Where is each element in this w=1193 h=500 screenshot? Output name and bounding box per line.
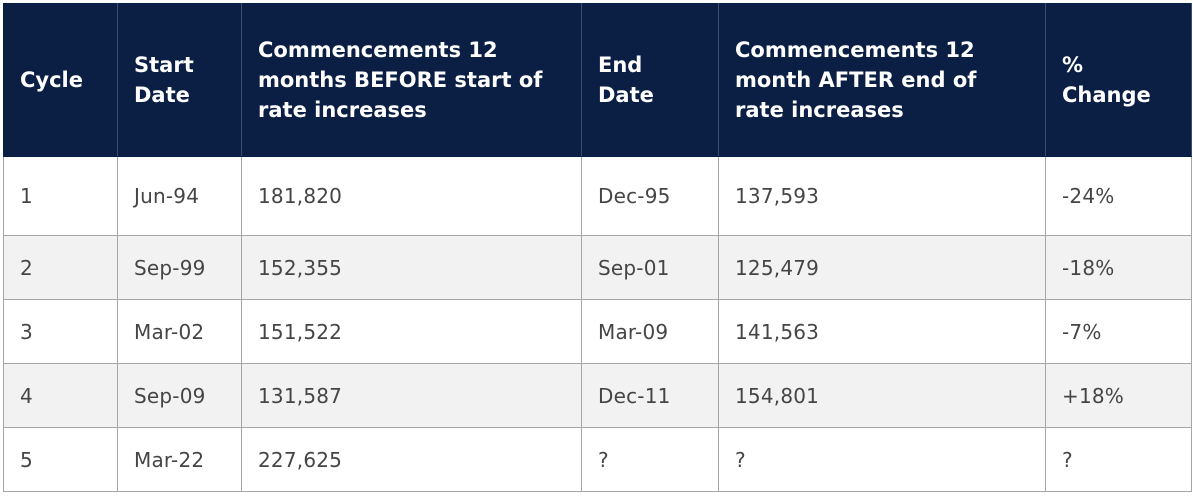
table-cell: 5 bbox=[3, 427, 118, 492]
table-cell: -18% bbox=[1045, 235, 1192, 300]
header-row: Cycle Start Date Commencements 12 months B… bbox=[3, 3, 1192, 157]
table-cell: Sep-99 bbox=[117, 235, 242, 300]
table-head: Cycle Start Date Commencements 12 months B… bbox=[3, 3, 1192, 157]
table-cell: Sep-01 bbox=[581, 235, 719, 300]
table-cell: Dec-95 bbox=[581, 156, 719, 236]
header-cell: Commencements 12 months BEFORE start of … bbox=[241, 3, 582, 157]
table-cell: +18% bbox=[1045, 363, 1192, 428]
table-cell: 154,801 bbox=[718, 363, 1046, 428]
table-row: 1 Jun-94 181,820 Dec-95 137,593 -24% bbox=[3, 156, 1192, 236]
table-cell: 125,479 bbox=[718, 235, 1046, 300]
table-cell: 227,625 bbox=[241, 427, 582, 492]
table-cell: 151,522 bbox=[241, 299, 582, 364]
header-cell: Start Date bbox=[117, 3, 242, 157]
table-cell: Mar-09 bbox=[581, 299, 719, 364]
table-row: 2 Sep-99 152,355 Sep-01 125,479 -18% bbox=[3, 235, 1192, 300]
header-cell: Cycle bbox=[3, 3, 118, 157]
table-cell: Jun-94 bbox=[117, 156, 242, 236]
table-row: 3 Mar-02 151,522 Mar-09 141,563 -7% bbox=[3, 299, 1192, 364]
table-cell: 2 bbox=[3, 235, 118, 300]
table-cell: ? bbox=[718, 427, 1046, 492]
table-cell: 152,355 bbox=[241, 235, 582, 300]
page: Cycle Start Date Commencements 12 months B… bbox=[0, 3, 1193, 500]
table-cell: Mar-02 bbox=[117, 299, 242, 364]
table-row: 4 Sep-09 131,587 Dec-11 154,801 +18% bbox=[3, 363, 1192, 428]
table-cell: -24% bbox=[1045, 156, 1192, 236]
table-cell: 1 bbox=[3, 156, 118, 236]
table-cell: -7% bbox=[1045, 299, 1192, 364]
table-cell: Dec-11 bbox=[581, 363, 719, 428]
table-row: 5 Mar-22 227,625??? bbox=[3, 427, 1192, 492]
table-cell: Sep-09 bbox=[117, 363, 242, 428]
table-body: 1 Jun-94 181,820 Dec-95 137,593 -24% 2 Sep-99 15… bbox=[3, 156, 1192, 492]
table-cell: 131,587 bbox=[241, 363, 582, 428]
table-cell: 137,593 bbox=[718, 156, 1046, 236]
header-cell: Commencements 12 month AFTER end of rate… bbox=[718, 3, 1046, 157]
header-cell: % Change bbox=[1045, 3, 1192, 157]
table-cell: 141,563 bbox=[718, 299, 1046, 364]
data-table: Cycle Start Date Commencements 12 months B… bbox=[3, 3, 1192, 492]
table-cell: ? bbox=[581, 427, 719, 492]
table-cell: 4 bbox=[3, 363, 118, 428]
table-cell: 3 bbox=[3, 299, 118, 364]
table-cell: 181,820 bbox=[241, 156, 582, 236]
table-cell: ? bbox=[1045, 427, 1192, 492]
table-cell: Mar-22 bbox=[117, 427, 242, 492]
header-cell: End Date bbox=[581, 3, 719, 157]
